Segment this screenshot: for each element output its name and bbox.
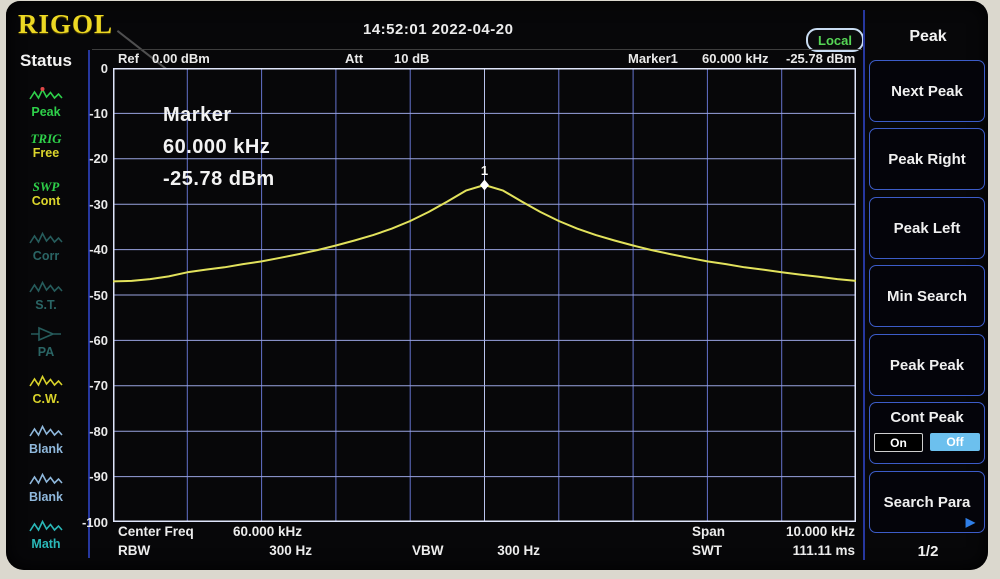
local-mode-badge: Local xyxy=(806,28,864,52)
status-item-cw: C.W. xyxy=(8,373,84,406)
marker-1-diamond-icon xyxy=(480,179,489,191)
waveform-peak-icon xyxy=(29,87,63,100)
status-item-blank1: Blank xyxy=(8,423,84,456)
menu-page-indicator: 1/2 xyxy=(917,543,939,560)
menu-button-search-para[interactable]: Search Para ▶ xyxy=(869,471,985,533)
status-item-pa-label: PA xyxy=(37,345,55,359)
y-axis-tick--10: -10 xyxy=(89,105,108,121)
span-label: Span xyxy=(692,524,726,539)
status-item-math-label: Math xyxy=(31,537,61,551)
lcd-screen xyxy=(6,1,988,570)
center-freq-value: 60.000 kHz xyxy=(233,524,303,539)
attenuation-value: 10 dB xyxy=(394,51,430,66)
marker-annotation-title: Marker xyxy=(163,104,232,126)
timestamp: 14:52:01 2022-04-20 xyxy=(363,21,514,38)
marker-annotation-freq: 60.000 kHz xyxy=(163,136,271,158)
marker1-readout-freq: 60.000 kHz xyxy=(702,51,769,66)
menu-title: Peak xyxy=(909,28,947,45)
status-item-blank2-label: Blank xyxy=(28,490,64,504)
status-item-swp-cont-label: Cont xyxy=(31,194,61,208)
rbw-value: 300 Hz xyxy=(269,543,312,558)
cont-peak-toggle: On Off xyxy=(874,433,980,452)
status-item-swp-cont-label: SWP xyxy=(32,179,60,194)
status-item-trig-free-label: TRIG xyxy=(30,131,62,146)
waveform-icon xyxy=(29,424,63,437)
y-axis-tick--20: -20 xyxy=(89,151,108,167)
status-item-trig-free: TRIG Free xyxy=(8,131,84,161)
status-item-cw-label: C.W. xyxy=(32,392,60,406)
y-axis-tick--70: -70 xyxy=(89,378,108,394)
status-item-st-label: S.T. xyxy=(35,298,57,312)
span-value: 10.000 kHz xyxy=(785,524,855,539)
menu-button-search-para-label: Search Para xyxy=(883,493,971,511)
vbw-value: 300 Hz xyxy=(497,543,540,558)
marker-annotation-level: -25.78 dBm xyxy=(163,168,275,190)
spectrum-graph: 1 xyxy=(113,68,856,522)
waveform-icon xyxy=(29,231,63,244)
status-panel-title: Status xyxy=(20,51,72,70)
y-axis-tick--90: -90 xyxy=(89,469,108,485)
status-item-pa: PA xyxy=(8,326,84,359)
vbw-label: VBW xyxy=(412,543,444,558)
y-axis-tick--50: -50 xyxy=(89,287,108,303)
cont-peak-off-option[interactable]: Off xyxy=(930,433,980,451)
waveform-icon xyxy=(29,472,63,485)
swt-value: 111.11 ms xyxy=(792,543,855,558)
marker1-readout-level: -25.78 dBm xyxy=(786,51,856,66)
top-separator-line xyxy=(92,49,862,50)
menu-button-peak-peak-label: Peak Peak xyxy=(889,356,965,374)
rbw-label: RBW xyxy=(118,543,151,558)
status-item-corr: Corr xyxy=(8,230,84,263)
cont-peak-on-option[interactable]: On xyxy=(874,433,923,452)
center-freq-label: Center Freq xyxy=(118,524,194,539)
status-item-blank1-label: Blank xyxy=(28,442,64,456)
menu-button-next-peak[interactable]: Next Peak xyxy=(869,60,985,122)
amplifier-icon xyxy=(31,326,61,342)
waveform-icon xyxy=(29,280,63,293)
submenu-arrow-icon: ▶ xyxy=(965,515,975,529)
y-axis-tick--80: -80 xyxy=(89,423,108,439)
status-item-peak-label: Peak xyxy=(31,105,61,119)
status-item-math: Math xyxy=(8,518,84,551)
menu-button-peak-peak[interactable]: Peak Peak xyxy=(869,334,985,396)
menu-button-cont-peak[interactable]: Cont Peak On Off xyxy=(869,402,985,464)
y-axis-tick--60: -60 xyxy=(89,332,108,348)
waveform-icon xyxy=(29,519,63,532)
status-item-corr-label: Corr xyxy=(32,249,60,263)
y-axis-tick--100: -100 xyxy=(81,514,108,530)
status-item-trig-free-label: Free xyxy=(32,146,60,160)
brand-logo: RIGOL xyxy=(18,9,114,39)
marker-annotation: Marker 60.000 kHz -25.78 dBm xyxy=(163,99,275,195)
menu-button-min-search-label: Min Search xyxy=(886,287,968,305)
menu-button-peak-left[interactable]: Peak Left xyxy=(869,197,985,259)
menu-divider-line xyxy=(863,10,865,560)
menu-button-peak-right-label: Peak Right xyxy=(888,150,966,168)
waveform-icon xyxy=(29,374,63,387)
status-item-blank2: Blank xyxy=(8,471,84,504)
status-item-peak: Peak xyxy=(8,86,84,119)
graph-border xyxy=(113,68,856,522)
marker1-readout-label: Marker1 xyxy=(628,51,678,66)
ref-level-label: Ref xyxy=(118,51,139,66)
attenuation-label: Att xyxy=(345,51,364,66)
y-axis-tick--30: -30 xyxy=(89,196,108,212)
menu-button-cont-peak-label: Cont Peak xyxy=(890,409,964,426)
swt-label: SWT xyxy=(692,543,722,558)
menu-button-peak-left-label: Peak Left xyxy=(893,219,961,237)
marker-1-label: 1 xyxy=(481,163,488,178)
y-axis-tick--40: -40 xyxy=(89,242,108,258)
menu-button-next-peak-label: Next Peak xyxy=(891,82,963,100)
y-axis-tick-0: 0 xyxy=(100,60,108,76)
menu-button-peak-right[interactable]: Peak Right xyxy=(869,128,985,190)
menu-button-min-search[interactable]: Min Search xyxy=(869,265,985,327)
status-item-swp-cont: SWP Cont xyxy=(8,179,84,209)
status-item-st: S.T. xyxy=(8,279,84,312)
ref-level-value: 0.00 dBm xyxy=(152,51,210,66)
sidebar-divider-line xyxy=(88,50,90,558)
